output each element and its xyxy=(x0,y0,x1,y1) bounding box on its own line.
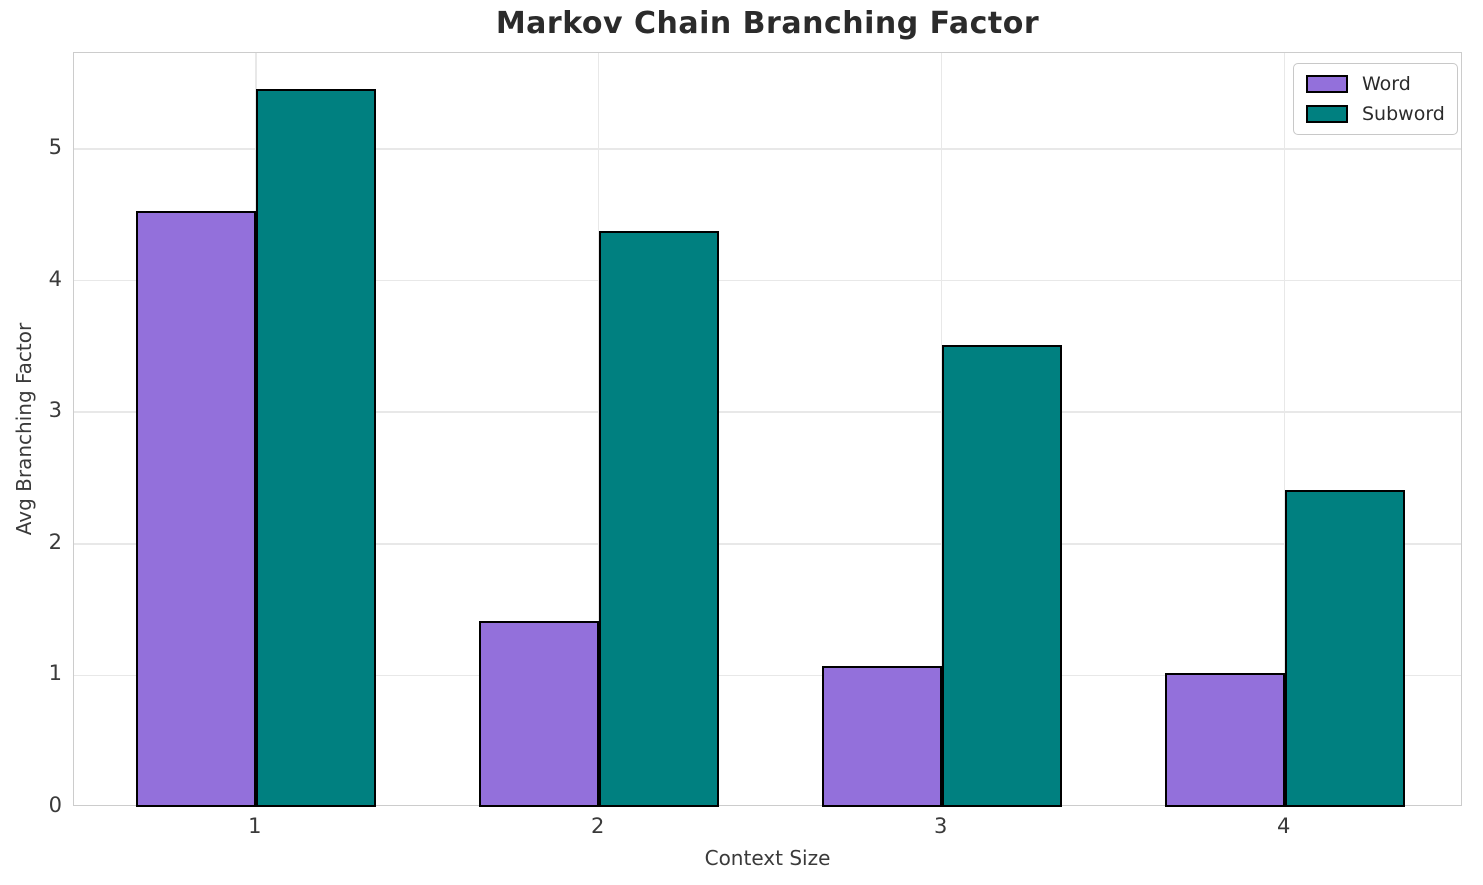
x-axis-label: Context Size xyxy=(704,846,831,870)
bar-word-context-2 xyxy=(478,621,599,807)
x-tick-3: 3 xyxy=(934,814,948,838)
y-tick-1: 1 xyxy=(48,661,62,686)
y-axis-label: Avg Branching Factor xyxy=(12,322,36,536)
gridline-y-5 xyxy=(74,148,1461,150)
legend-label-subword: Subword xyxy=(1362,103,1445,125)
bar-subword-context-1 xyxy=(255,88,376,807)
legend-label-word: Word xyxy=(1362,73,1411,95)
bar-subword-context-4 xyxy=(1284,489,1405,807)
legend: Word Subword xyxy=(1293,63,1458,135)
legend-item-subword: Subword xyxy=(1306,103,1445,125)
y-tick-0: 0 xyxy=(48,793,62,817)
legend-item-word: Word xyxy=(1306,73,1445,95)
bar-word-context-4 xyxy=(1164,672,1285,807)
chart-title: Markov Chain Branching Factor xyxy=(495,6,1040,41)
x-tick-1: 1 xyxy=(248,814,262,838)
gridline-x-4 xyxy=(1283,53,1286,805)
plot-area xyxy=(73,52,1462,807)
y-tick-4: 4 xyxy=(48,266,62,291)
y-tick-3: 3 xyxy=(48,398,62,423)
bar-subword-context-3 xyxy=(941,345,1062,807)
gridline-y-1 xyxy=(74,674,1461,677)
bar-word-context-1 xyxy=(135,210,256,807)
legend-swatch-word xyxy=(1306,75,1348,93)
gridline-y-3 xyxy=(74,411,1461,413)
y-tick-5: 5 xyxy=(48,135,62,160)
y-tick-2: 2 xyxy=(48,529,62,554)
bar-subword-context-2 xyxy=(598,230,719,807)
gridline-y-4 xyxy=(74,279,1461,282)
gridline-y-2 xyxy=(74,543,1461,545)
x-tick-2: 2 xyxy=(591,814,605,838)
bar-word-context-3 xyxy=(821,666,942,807)
x-tick-4: 4 xyxy=(1276,814,1291,838)
legend-swatch-subword xyxy=(1306,105,1348,123)
